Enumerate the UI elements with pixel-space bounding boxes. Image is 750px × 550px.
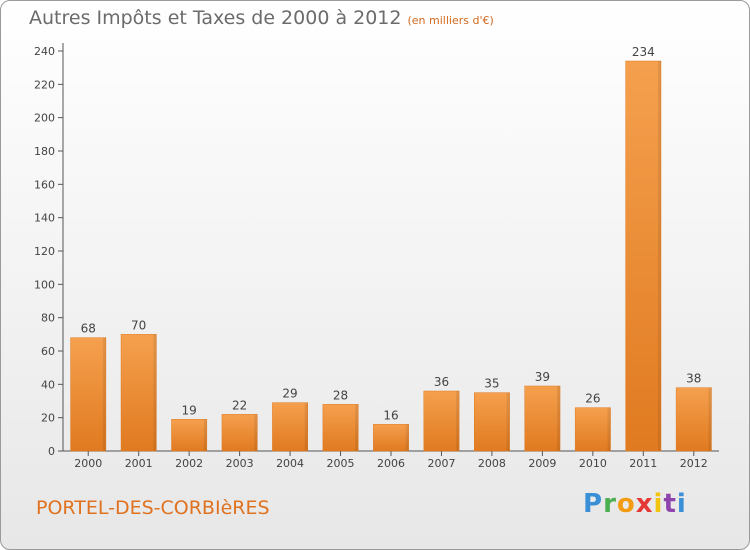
y-tick-label: 220 (34, 78, 55, 91)
bar-2002 (171, 419, 208, 452)
logo-letter: o (616, 489, 636, 519)
chart-title-text: Autres Impôts et Taxes de 2000 à 2012 (29, 7, 402, 29)
data-label-2007: 36 (434, 375, 449, 389)
logo-letter: r (603, 489, 617, 519)
data-label-2000: 68 (81, 322, 96, 336)
bar-shade-2002 (203, 419, 207, 451)
bar-shade-2003 (254, 414, 258, 451)
bar-2011 (625, 60, 662, 452)
data-label-2001: 70 (131, 318, 146, 332)
x-tick-label-2006: 2006 (377, 457, 405, 470)
data-label-2006: 16 (383, 408, 398, 422)
bar-shade-2007 (456, 391, 460, 451)
data-label-2012: 38 (686, 372, 701, 386)
y-tick-label: 140 (34, 212, 55, 225)
y-tick-label: 240 (34, 45, 55, 58)
x-tick-label-2010: 2010 (579, 457, 607, 470)
proxiti-logo: Proxiti (583, 489, 687, 519)
y-tick-label: 20 (41, 412, 55, 425)
bar-shade-2000 (102, 337, 106, 451)
bars (70, 60, 712, 452)
bar-shade-2012 (708, 387, 712, 451)
chart-subtitle: (en milliers d'€) (407, 14, 494, 27)
y-tick-label: 0 (48, 445, 55, 458)
bar-shade-2009 (557, 386, 561, 451)
bar-shade-2004 (304, 402, 308, 451)
x-tick-label-2009: 2009 (528, 457, 556, 470)
data-label-2011: 234 (632, 45, 655, 59)
x-tick-label-2003: 2003 (226, 457, 254, 470)
bar-shade-2001 (153, 334, 157, 451)
bar-shade-2011 (657, 61, 661, 451)
y-tick-label: 200 (34, 112, 55, 125)
bar-2012 (675, 387, 712, 452)
x-tick-label-2011: 2011 (629, 457, 657, 470)
x-tick-label-2000: 2000 (74, 457, 102, 470)
logo-letter: P (583, 489, 604, 519)
y-tick-label: 120 (34, 245, 55, 258)
data-label-2005: 28 (333, 388, 348, 402)
bar-2010 (574, 407, 611, 452)
data-label-2010: 26 (585, 392, 600, 406)
x-tick-label-2012: 2012 (680, 457, 708, 470)
x-tick-label-2007: 2007 (427, 457, 455, 470)
x-tick-label-2005: 2005 (327, 457, 355, 470)
bar-2006 (373, 424, 409, 452)
x-tick-label-2004: 2004 (276, 457, 304, 470)
bar-2004 (272, 402, 308, 452)
logo-letter: t (663, 489, 677, 519)
data-label-2003: 22 (232, 398, 247, 412)
place-name: PORTEL-DES-CORBIèRES (36, 497, 270, 519)
data-label-2009: 39 (535, 370, 550, 384)
bar-2003 (221, 414, 258, 452)
bar-shade-2005 (355, 404, 359, 451)
x-tick-label-2008: 2008 (478, 457, 506, 470)
data-label-2002: 19 (182, 403, 197, 417)
x-tick-label-2002: 2002 (175, 457, 203, 470)
bar-2008 (474, 392, 510, 452)
logo-letter: x (635, 489, 654, 519)
bar-2000 (70, 337, 107, 452)
bar-2007 (423, 390, 460, 452)
bar-shade-2010 (607, 407, 611, 451)
data-label-2008: 35 (484, 377, 499, 391)
x-tick-label-2001: 2001 (125, 457, 153, 470)
logo-letter: i (676, 489, 687, 519)
y-tick-label: 60 (41, 345, 55, 358)
bar-2009 (524, 385, 561, 452)
chart-title: Autres Impôts et Taxes de 2000 à 2012 (en… (29, 7, 494, 29)
y-tick-label: 180 (34, 145, 55, 158)
data-labels: 68 70 19 22 29 28 16 36 35 39 26 234 38 (81, 45, 702, 422)
bar-2001 (120, 334, 157, 452)
data-label-2004: 29 (282, 387, 297, 401)
logo-letter: i (653, 489, 664, 519)
bar-shade-2008 (506, 392, 510, 451)
bar-shade-2006 (405, 424, 409, 451)
y-tick-label: 160 (34, 178, 55, 191)
y-tick-label: 80 (41, 312, 55, 325)
y-tick-label: 40 (41, 378, 55, 391)
bar-2005 (322, 404, 359, 452)
y-tick-label: 100 (34, 278, 55, 291)
